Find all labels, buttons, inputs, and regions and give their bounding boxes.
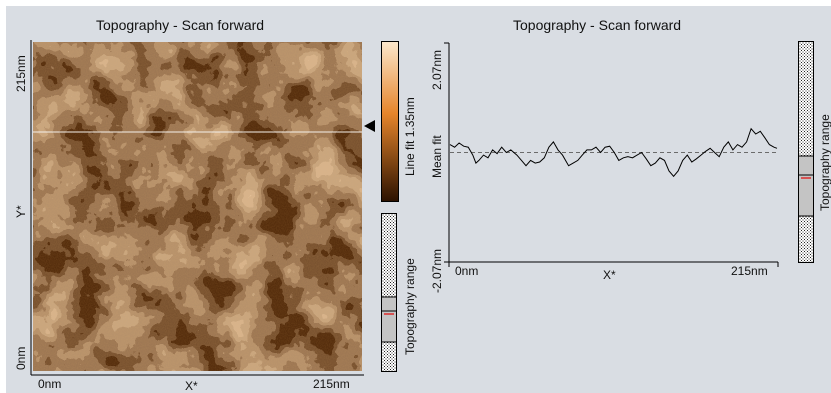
profile-range-label: Topography range xyxy=(818,114,831,211)
topography-range-label: Topography range xyxy=(403,258,417,355)
profile-range-bar[interactable] xyxy=(798,41,818,266)
profile-series-line-0 xyxy=(449,127,778,178)
image-title: Topography - Scan forward xyxy=(96,17,265,33)
profile-x-left-label: 0nm xyxy=(455,264,479,278)
profile-x-right-label: 215nm xyxy=(731,264,768,278)
topography-image[interactable] xyxy=(33,42,362,371)
image-x-axis-label: X* xyxy=(185,379,198,393)
profile-x-axis-label: X* xyxy=(603,268,616,282)
profile-plot[interactable] xyxy=(440,40,780,270)
image-frame xyxy=(30,40,364,376)
image-x-left-label: 0nm xyxy=(38,377,62,391)
image-x-right-label: 215nm xyxy=(313,377,350,391)
color-bar-label: Line fit 1.35nm xyxy=(403,97,417,176)
scan-line-marker-icon[interactable] xyxy=(363,119,377,133)
profile-title: Topography - Scan forward xyxy=(513,17,682,33)
topography-range-bar[interactable] xyxy=(381,213,401,373)
color-bar xyxy=(381,41,399,202)
